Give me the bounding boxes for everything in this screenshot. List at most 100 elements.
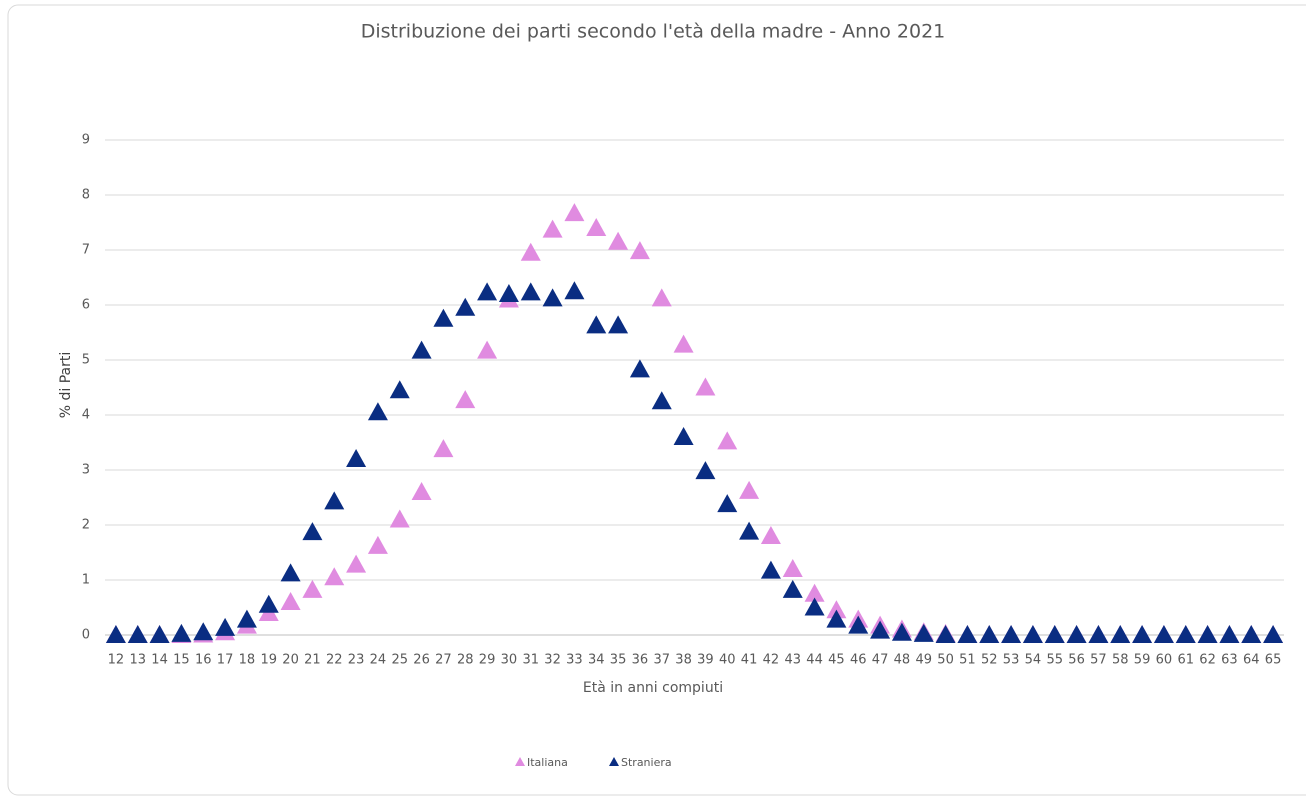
marker [1153, 625, 1174, 643]
y-tick-label: 7 [82, 243, 90, 258]
x-tick-label: 39 [697, 653, 714, 668]
marker [1110, 625, 1131, 643]
y-tick-label: 1 [82, 573, 90, 588]
legend-marker [609, 757, 619, 766]
marker [586, 218, 607, 236]
marker [411, 482, 432, 500]
marker [1022, 625, 1043, 643]
x-tick-label: 56 [1068, 653, 1085, 668]
marker [280, 592, 301, 610]
x-tick-label: 21 [304, 653, 321, 668]
marker [1088, 625, 1109, 643]
x-tick-label: 17 [217, 653, 234, 668]
marker [913, 623, 934, 642]
marker [542, 219, 563, 238]
x-tick-label: 15 [173, 653, 190, 668]
marker [739, 521, 760, 540]
y-tick-label: 2 [82, 518, 90, 533]
marker [695, 377, 716, 396]
marker [215, 617, 236, 636]
marker [717, 431, 738, 450]
x-tick-label: 20 [282, 653, 299, 668]
x-tick-label: 63 [1221, 653, 1238, 668]
y-tick-label: 6 [82, 298, 90, 313]
x-tick-label: 35 [610, 653, 627, 668]
marker [804, 583, 825, 602]
marker [193, 622, 214, 641]
x-tick-label: 24 [370, 653, 387, 668]
y-axis-title: % di Parti [58, 352, 74, 419]
x-tick-label: 55 [1046, 653, 1063, 668]
marker [1263, 625, 1284, 643]
x-tick-label: 43 [784, 653, 801, 668]
x-tick-label: 60 [1156, 653, 1173, 668]
marker [280, 563, 301, 582]
marker [411, 340, 432, 359]
marker [236, 609, 257, 628]
marker [608, 231, 629, 250]
x-tick-label: 32 [544, 653, 561, 668]
marker [346, 554, 367, 573]
x-tick-label: 40 [719, 653, 736, 668]
x-tick-label: 51 [959, 653, 976, 668]
x-tick-label: 30 [501, 653, 518, 668]
y-tick-label: 8 [82, 188, 90, 203]
marker [1066, 625, 1087, 643]
marker [302, 579, 323, 598]
x-tick-label: 19 [260, 653, 277, 668]
marker [1175, 625, 1196, 643]
x-tick-label: 29 [479, 653, 496, 668]
x-tick-label: 52 [981, 653, 998, 668]
legend-marker [515, 757, 525, 766]
y-tick-label: 0 [82, 628, 90, 643]
legend-label: Italiana [527, 756, 568, 769]
marker [760, 560, 781, 579]
marker [477, 282, 498, 301]
marker [782, 579, 803, 598]
x-tick-label: 65 [1265, 653, 1282, 668]
x-tick-label: 18 [239, 653, 256, 668]
legend-label: Straniera [621, 756, 672, 769]
x-tick-label: 48 [894, 653, 911, 668]
marker [105, 625, 126, 643]
x-tick-label: 42 [763, 653, 780, 668]
marker [1001, 625, 1022, 643]
marker [564, 203, 585, 222]
marker [324, 567, 345, 586]
x-tick-label: 27 [435, 653, 452, 668]
marker [629, 241, 650, 260]
marker [935, 625, 956, 643]
marker [1044, 625, 1065, 643]
x-tick-label: 64 [1243, 653, 1260, 668]
marker [455, 297, 476, 316]
marker [542, 288, 563, 307]
marker [739, 480, 760, 499]
x-tick-label: 12 [108, 653, 125, 668]
x-tick-label: 14 [151, 653, 168, 668]
x-tick-label: 58 [1112, 653, 1129, 668]
marker [498, 284, 519, 302]
marker [848, 615, 869, 634]
x-tick-label: 13 [129, 653, 146, 668]
marker [477, 340, 498, 359]
marker [804, 597, 825, 616]
marker [389, 509, 410, 528]
marker [760, 526, 781, 544]
marker [302, 522, 323, 541]
x-tick-label: 53 [1003, 653, 1020, 668]
marker [979, 625, 1000, 643]
y-tick-label: 5 [82, 353, 90, 368]
chart-title: Distribuzione dei parti secondo l'età de… [361, 21, 946, 43]
marker [455, 390, 476, 409]
x-tick-label: 36 [632, 653, 649, 668]
x-tick-label: 33 [566, 653, 583, 668]
x-tick-label: 50 [937, 653, 954, 668]
y-tick-label: 4 [82, 408, 90, 423]
marker [324, 491, 345, 510]
x-tick-label: 37 [653, 653, 670, 668]
marker [673, 427, 694, 445]
marker [433, 439, 454, 458]
marker [346, 449, 367, 467]
